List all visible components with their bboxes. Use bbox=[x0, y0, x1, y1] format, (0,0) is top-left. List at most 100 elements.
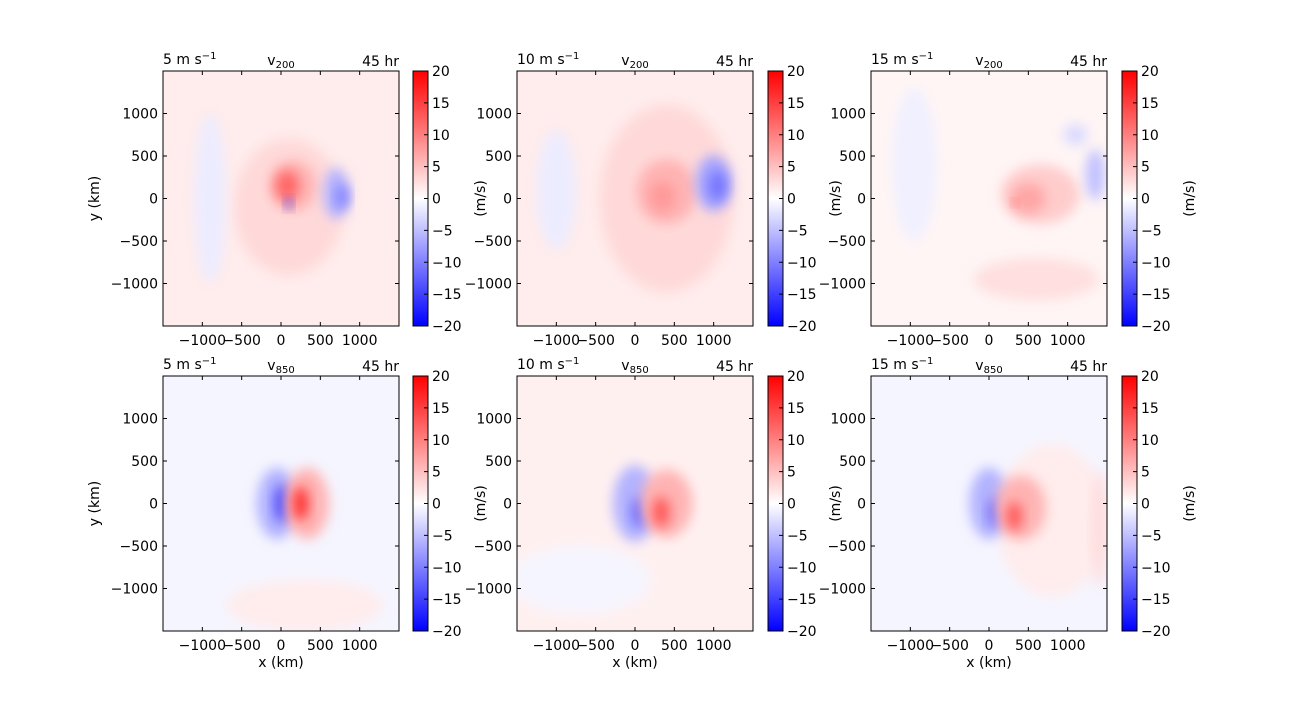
colorbar-tick-label: −20 bbox=[1141, 319, 1171, 335]
title-center: v200 bbox=[975, 53, 1002, 71]
colorbar-tick-label: 10 bbox=[1141, 433, 1159, 449]
colorbar-tick-label: −5 bbox=[1141, 223, 1162, 239]
title-left: 15 m s−1 bbox=[871, 51, 933, 68]
colorbar-tick-label: 5 bbox=[1141, 160, 1150, 176]
title-left: 10 m s−1 bbox=[517, 356, 579, 373]
colorbar-tick-label: 20 bbox=[787, 369, 805, 385]
field-anomaly-2 bbox=[1092, 469, 1106, 589]
y-tick-label: 1000 bbox=[476, 107, 512, 123]
field-anomaly-3 bbox=[1011, 183, 1046, 214]
colorbar-tick-label: 0 bbox=[787, 497, 796, 513]
field-anomaly-3 bbox=[649, 181, 676, 213]
colorbar-tick-label: −5 bbox=[432, 528, 453, 544]
colorbar-tick-label: 5 bbox=[1141, 465, 1150, 481]
field-anomaly-1 bbox=[973, 258, 1100, 301]
shear-exponent: −1 bbox=[565, 356, 580, 367]
y-tick-label: −1000 bbox=[111, 582, 158, 598]
colorbar-tick-label: −10 bbox=[1141, 560, 1171, 576]
colorbar: −20 −15 −10 −5 0 5 10 15 20 (m/s) bbox=[767, 369, 844, 640]
field-anomaly-5 bbox=[652, 496, 670, 528]
y-tick-label: −500 bbox=[474, 539, 512, 555]
colorbar-tick-label: −15 bbox=[432, 592, 462, 608]
colorbar-label: (m/s) bbox=[1182, 180, 1198, 217]
field-anomaly-3 bbox=[275, 170, 300, 202]
y-tick-label: 1000 bbox=[122, 412, 158, 428]
x-tick-label: −500 bbox=[576, 333, 614, 349]
title-left: 5 m s−1 bbox=[163, 51, 217, 68]
x-axis-label: x (km) bbox=[258, 655, 303, 671]
variable-level: 200 bbox=[630, 60, 649, 71]
colorbar-tick-label: −15 bbox=[1141, 592, 1171, 608]
title-center: v850 bbox=[621, 358, 648, 376]
x-tick-label: −1000 bbox=[179, 333, 226, 349]
title-right: 45 hr bbox=[716, 54, 753, 70]
colorbar-tick-label: −10 bbox=[787, 560, 817, 576]
y-tick-label: −500 bbox=[120, 539, 158, 555]
title-center: v850 bbox=[975, 358, 1002, 376]
colorbar-tick-label: 0 bbox=[1141, 192, 1150, 208]
colorbar-tick-label: −5 bbox=[432, 223, 453, 239]
y-tick-label: −1000 bbox=[111, 277, 158, 293]
colorbar-tick-label: 15 bbox=[787, 401, 805, 417]
x-tick-label: 0 bbox=[631, 333, 640, 349]
x-tick-label: 500 bbox=[1015, 333, 1042, 349]
colorbar-tick-label: 15 bbox=[1141, 96, 1159, 112]
field-anomaly-5 bbox=[336, 184, 349, 210]
x-tick-label: 1000 bbox=[342, 638, 378, 654]
colorbar-tick-label: −20 bbox=[432, 319, 462, 335]
x-tick-label: 500 bbox=[307, 638, 334, 654]
field-anomaly-6 bbox=[1063, 124, 1088, 145]
x-tick-label: 500 bbox=[1015, 638, 1042, 654]
colorbar-tick-label: −20 bbox=[787, 624, 817, 640]
field-anomaly-6 bbox=[536, 130, 576, 250]
field-anomaly-7 bbox=[892, 88, 937, 241]
shear-exponent: −1 bbox=[565, 51, 580, 62]
field-layer bbox=[517, 465, 693, 614]
y-tick-label: −1000 bbox=[465, 277, 512, 293]
colorbar-tick-label: −10 bbox=[432, 560, 462, 576]
field-anomaly-1 bbox=[517, 546, 651, 614]
colorbar-tick-label: −5 bbox=[787, 528, 808, 544]
colorbar-label: (m/s) bbox=[473, 485, 489, 522]
colorbar-tick-label: −10 bbox=[1141, 255, 1171, 271]
variable-name: v bbox=[267, 358, 275, 374]
colorbar-tick-label: 15 bbox=[787, 96, 805, 112]
y-tick-label: −1000 bbox=[819, 277, 866, 293]
colorbar-tick-label: 20 bbox=[432, 369, 450, 385]
x-tick-label: 0 bbox=[631, 638, 640, 654]
x-tick-label: 1000 bbox=[1050, 333, 1086, 349]
field-layer bbox=[225, 467, 384, 631]
colorbar: −20 −15 −10 −5 0 5 10 15 20 (m/s) bbox=[412, 369, 489, 640]
colorbar-tick-label: 0 bbox=[432, 497, 441, 513]
x-tick-label: 500 bbox=[661, 638, 688, 654]
y-tick-label: −500 bbox=[828, 234, 866, 250]
colorbar-label: (m/s) bbox=[828, 180, 844, 217]
field-anomaly-5 bbox=[708, 170, 727, 202]
shear-label: 5 m s bbox=[163, 357, 202, 373]
colorbar-tick-label: −20 bbox=[432, 624, 462, 640]
colorbar: −20 −15 −10 −5 0 5 10 15 20 (m/s) bbox=[1121, 64, 1198, 335]
colorbar-tick-label: 10 bbox=[432, 433, 450, 449]
shear-exponent: −1 bbox=[919, 356, 934, 367]
shear-label: 15 m s bbox=[871, 357, 919, 373]
variable-name: v bbox=[621, 53, 629, 69]
colorbar-tick-label: 20 bbox=[1141, 369, 1159, 385]
shear-exponent: −1 bbox=[202, 356, 217, 367]
y-tick-label: −500 bbox=[828, 539, 866, 555]
y-tick-label: −500 bbox=[120, 234, 158, 250]
shear-label: 10 m s bbox=[517, 357, 565, 373]
y-tick-label: 500 bbox=[131, 149, 158, 165]
variable-level: 850 bbox=[984, 365, 1003, 376]
x-tick-label: 0 bbox=[277, 638, 286, 654]
y-tick-label: 0 bbox=[149, 497, 158, 513]
colorbar: −20 −15 −10 −5 0 5 10 15 20 (m/s) bbox=[412, 64, 489, 335]
x-tick-label: −500 bbox=[222, 638, 260, 654]
x-tick-label: −500 bbox=[576, 638, 614, 654]
title-right: 45 hr bbox=[362, 359, 399, 375]
colorbar-tick-label: 20 bbox=[787, 64, 805, 80]
x-tick-label: −500 bbox=[930, 333, 968, 349]
x-tick-label: 1000 bbox=[696, 638, 732, 654]
